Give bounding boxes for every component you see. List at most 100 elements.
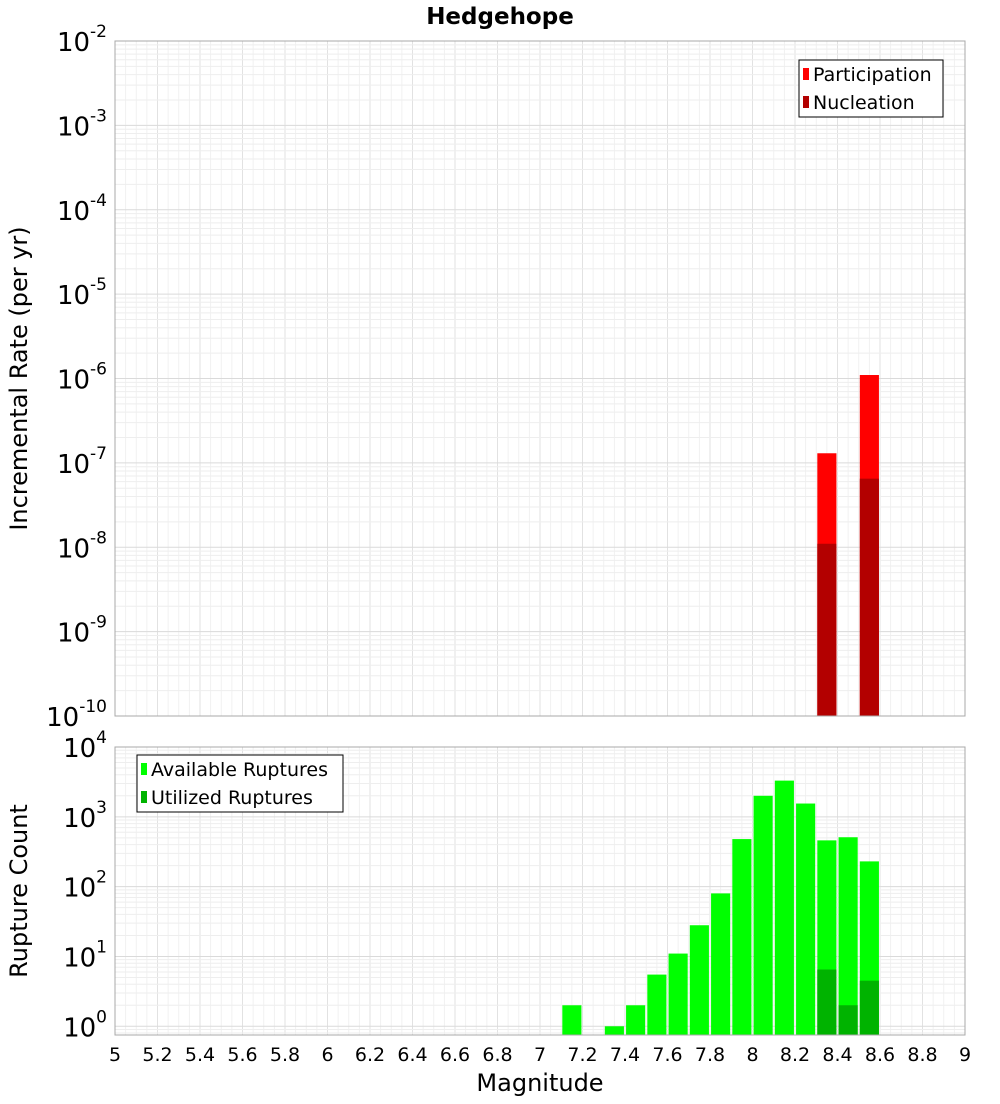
- series-nucleation: [817, 478, 879, 716]
- y-axis-label: Rupture Count: [5, 804, 33, 978]
- x-tick-label: 7.2: [567, 1044, 597, 1066]
- x-tick-label: 6.8: [482, 1044, 512, 1066]
- bar: [838, 837, 858, 1035]
- legend-swatch: [803, 96, 809, 108]
- y-tick-base: 10: [63, 804, 96, 834]
- series-utilized-ruptures: [817, 969, 879, 1035]
- bar: [838, 1005, 858, 1035]
- x-tick-label: 8: [746, 1044, 758, 1066]
- y-tick-base: 10: [57, 534, 90, 564]
- legend-box: [798, 59, 944, 118]
- y-tick-label: 101: [63, 937, 107, 973]
- x-tick-label: 5.2: [142, 1044, 172, 1066]
- bar: [711, 893, 731, 1035]
- x-tick-label: 6.6: [440, 1044, 470, 1066]
- y-tick-label: 10-2: [57, 22, 107, 58]
- bar: [817, 543, 837, 716]
- grid: [114, 40, 966, 717]
- y-tick-exponent: 4: [96, 728, 107, 748]
- legend: Available Ruptures Utilized Ruptures: [136, 754, 344, 813]
- y-tick-exponent: 0: [96, 1007, 107, 1027]
- legend-box: [136, 754, 344, 813]
- y-axis-label: Incremental Rate (per yr): [5, 226, 33, 530]
- x-axis-label: Magnitude: [476, 1069, 603, 1097]
- x-tick-label: 7.8: [695, 1044, 725, 1066]
- x-tick-label: 7.4: [610, 1044, 640, 1066]
- bar: [689, 925, 709, 1035]
- y-tick-exponent: 3: [96, 798, 107, 818]
- bar: [817, 969, 837, 1035]
- y-tick-exponent: -9: [90, 613, 107, 633]
- y-tick-label: 10-8: [57, 528, 107, 564]
- y-tick-base: 10: [63, 943, 96, 973]
- y-tick-base: 10: [57, 28, 90, 58]
- y-tick-label: 10-10: [46, 697, 107, 733]
- legend-label: Utilized Ruptures: [151, 787, 313, 809]
- bar: [859, 478, 879, 716]
- legend-label: Available Ruptures: [151, 759, 328, 781]
- bar: [796, 803, 816, 1035]
- y-tick-label: 102: [63, 868, 107, 904]
- x-tick-label: 6: [321, 1044, 333, 1066]
- y-tick-label: 104: [63, 728, 107, 764]
- y-tick-exponent: -7: [90, 444, 107, 464]
- y-tick-base: 10: [57, 112, 90, 142]
- y-tick-base: 10: [63, 874, 96, 904]
- y-tick-exponent: -2: [90, 22, 107, 42]
- y-tick-base: 10: [63, 1013, 96, 1043]
- y-tick-label: 10-9: [57, 613, 107, 649]
- y-tick-label: 10-3: [57, 106, 107, 142]
- x-tick-label: 6.2: [355, 1044, 385, 1066]
- y-tick-exponent: -8: [90, 528, 107, 548]
- x-tick-label: 8.2: [780, 1044, 810, 1066]
- x-tick-label: 5: [109, 1044, 121, 1066]
- top-panel: 10-1010-910-810-710-610-510-410-310-2Inc…: [5, 4, 966, 733]
- chart-title: Hedgehope: [426, 4, 574, 30]
- y-tick-base: 10: [57, 197, 90, 227]
- legend-swatch: [141, 763, 147, 775]
- y-tick-base: 10: [63, 734, 96, 764]
- y-tick-base: 10: [57, 366, 90, 396]
- y-tick-base: 10: [46, 703, 79, 733]
- x-tick-label: 7: [534, 1044, 546, 1066]
- x-tick-label: 5.4: [185, 1044, 215, 1066]
- legend-label: Participation: [813, 64, 932, 86]
- x-tick-label: 9: [959, 1044, 971, 1066]
- y-tick-base: 10: [57, 281, 90, 311]
- bar: [859, 980, 879, 1035]
- y-tick-exponent: 2: [96, 868, 107, 888]
- x-tick-label: 5.8: [270, 1044, 300, 1066]
- x-tick-label: 6.4: [397, 1044, 427, 1066]
- y-tick-label: 10-4: [57, 191, 107, 227]
- legend-swatch: [803, 68, 809, 80]
- x-tick-label: 8.4: [822, 1044, 852, 1066]
- bar: [732, 839, 752, 1035]
- x-tick-label: 8.6: [865, 1044, 895, 1066]
- y-tick-exponent: -10: [79, 697, 107, 717]
- y-tick-base: 10: [57, 450, 90, 480]
- y-tick-label: 10-6: [57, 360, 107, 396]
- bar: [753, 795, 773, 1035]
- bar: [626, 1005, 646, 1035]
- y-tick-exponent: -3: [90, 106, 107, 126]
- y-tick-exponent: -4: [90, 191, 107, 211]
- y-tick-label: 103: [63, 798, 107, 834]
- plot-frame: [114, 746, 966, 1036]
- y-tick-base: 10: [57, 619, 90, 649]
- plot-frame: [114, 40, 966, 717]
- legend-label: Nucleation: [813, 92, 915, 114]
- y-tick-label: 100: [63, 1007, 107, 1043]
- bar: [562, 1005, 582, 1035]
- legend-swatch: [141, 791, 147, 803]
- bar: [668, 953, 688, 1035]
- x-tick-label: 8.8: [907, 1044, 937, 1066]
- y-tick-label: 10-5: [57, 275, 107, 311]
- y-tick-exponent: 1: [96, 937, 107, 957]
- y-tick-exponent: -5: [90, 275, 107, 295]
- x-tick-label: 7.6: [652, 1044, 682, 1066]
- y-tick-label: 10-7: [57, 444, 107, 480]
- legend: Participation Nucleation: [798, 59, 944, 118]
